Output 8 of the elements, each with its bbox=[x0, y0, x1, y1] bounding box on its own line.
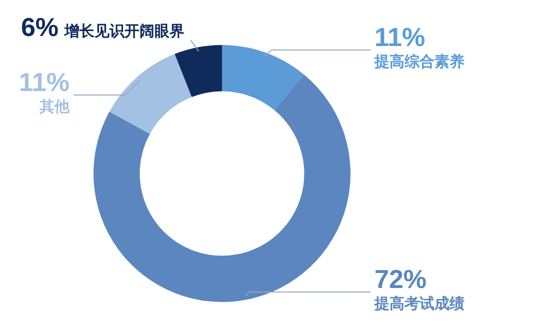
slice-label: 其他 bbox=[38, 98, 70, 116]
data-label: 6% bbox=[20, 12, 59, 42]
slice-label: 提高综合素养 bbox=[374, 52, 464, 71]
slice-label: 增长见识开阔眼界 bbox=[64, 23, 185, 40]
data-label: 72% bbox=[374, 264, 427, 294]
data-label: 11% bbox=[18, 67, 70, 97]
slice-label: 提高考试成绩 bbox=[374, 294, 464, 313]
data-label: 11% bbox=[374, 22, 426, 52]
